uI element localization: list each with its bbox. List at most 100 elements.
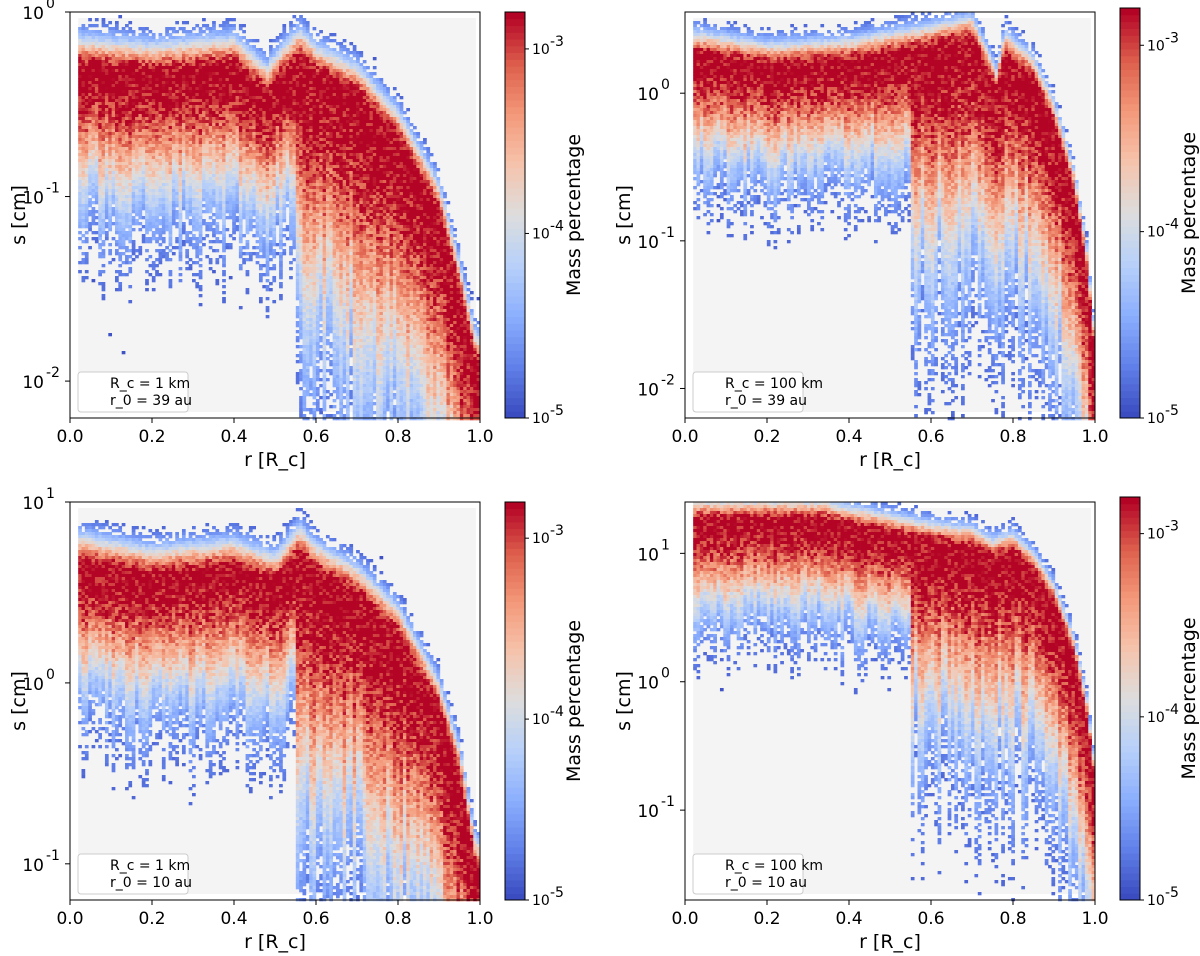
- heatmap-cell: [202, 144, 206, 148]
- heatmap-cell: [228, 99, 233, 103]
- heatmap-cell: [238, 138, 243, 142]
- heatmap-cell: [232, 201, 236, 205]
- heatmap-cell: [265, 159, 270, 163]
- heatmap-cell: [181, 162, 186, 166]
- heatmap-cell: [195, 174, 200, 178]
- heatmap-cell: [299, 129, 303, 133]
- heatmap-cell: [289, 129, 293, 133]
- heatmap-cell: [125, 123, 129, 127]
- heatmap-cell: [168, 153, 173, 157]
- heatmap-cell: [255, 117, 260, 121]
- heatmap-cell: [118, 198, 123, 202]
- heatmap-cell: [218, 105, 223, 109]
- heatmap-cell: [131, 171, 136, 175]
- heatmap-cell: [101, 162, 106, 166]
- heatmap-cell: [248, 213, 253, 217]
- heatmap-cell: [302, 129, 307, 133]
- heatmap-cell: [104, 129, 109, 133]
- heatmap-cell: [218, 123, 223, 127]
- heatmap-cell: [205, 33, 210, 37]
- heatmap-cell: [178, 252, 183, 256]
- heatmap-cell: [171, 132, 176, 136]
- heatmap-cell: [205, 45, 210, 49]
- heatmap-cell: [215, 51, 220, 55]
- heatmap-cell: [155, 114, 159, 118]
- heatmap-cell: [94, 18, 99, 22]
- heatmap-cell: [141, 204, 146, 208]
- heatmap-cell: [84, 198, 89, 202]
- heatmap-cell: [78, 168, 82, 172]
- heatmap-cell: [81, 48, 86, 52]
- heatmap-cell: [135, 165, 139, 169]
- heatmap-cell: [161, 138, 166, 142]
- heatmap-cell: [111, 123, 116, 127]
- heatmap-cell: [114, 123, 119, 127]
- heatmap-cell: [135, 99, 139, 103]
- heatmap-cell: [148, 42, 153, 46]
- heatmap-cell: [232, 213, 236, 217]
- heatmap-cell: [302, 93, 307, 97]
- heatmap-cell: [125, 144, 129, 148]
- heatmap-cell: [295, 330, 300, 334]
- heatmap-cell: [245, 42, 250, 46]
- heatmap-cell: [279, 228, 283, 232]
- heatmap-cell: [205, 255, 210, 259]
- heatmap-cell: [299, 135, 303, 139]
- heatmap-cell: [88, 78, 92, 82]
- heatmap-cell: [135, 60, 139, 64]
- heatmap-cell: [161, 228, 166, 232]
- heatmap-cell: [101, 243, 106, 247]
- heatmap-cell: [185, 48, 190, 52]
- heatmap-cell: [121, 138, 126, 142]
- heatmap-cell: [151, 48, 156, 52]
- heatmap-cell: [114, 96, 119, 100]
- heatmap-cell: [118, 126, 123, 130]
- heatmap-cell: [195, 60, 200, 64]
- heatmap-cell: [245, 171, 250, 175]
- heatmap-cell: [269, 57, 273, 61]
- heatmap-cell: [84, 168, 89, 172]
- heatmap-cell: [108, 198, 113, 202]
- heatmap-cell: [258, 165, 263, 169]
- heatmap-cell: [279, 171, 283, 175]
- heatmap-cell: [158, 249, 163, 253]
- heatmap-cell: [275, 129, 280, 133]
- heatmap-cell: [165, 171, 169, 175]
- heatmap-cell: [235, 129, 240, 133]
- heatmap-cell: [128, 111, 133, 115]
- heatmap-cell: [282, 108, 287, 112]
- heatmap-cell: [208, 225, 213, 229]
- heatmap-cell: [285, 177, 290, 181]
- heatmap-cell: [269, 288, 273, 292]
- heatmap-cell: [131, 195, 136, 199]
- heatmap-cell: [265, 87, 270, 91]
- heatmap-cell: [121, 156, 126, 160]
- heatmap-cell: [131, 36, 136, 40]
- heatmap-cell: [125, 231, 129, 235]
- heatmap-cell: [292, 96, 297, 100]
- heatmap-cell: [222, 186, 226, 190]
- heatmap-cell: [188, 159, 193, 163]
- heatmap-cell: [235, 108, 240, 112]
- heatmap-cell: [258, 234, 263, 238]
- heatmap-cell: [168, 249, 173, 253]
- heatmap-cell: [245, 93, 250, 97]
- heatmap-cell: [118, 78, 123, 82]
- heatmap-cell: [185, 123, 190, 127]
- heatmap-cell: [195, 24, 200, 28]
- heatmap-cell: [98, 84, 102, 88]
- heatmap-cell: [118, 153, 123, 157]
- heatmap-cell: [181, 159, 186, 163]
- heatmap-cell: [135, 174, 139, 178]
- heatmap-cell: [228, 45, 233, 49]
- heatmap-cell: [81, 87, 86, 91]
- heatmap-cell: [108, 123, 113, 127]
- heatmap-cell: [258, 177, 263, 181]
- heatmap-cell: [255, 153, 260, 157]
- heatmap-cell: [161, 204, 166, 208]
- heatmap-cell: [262, 246, 267, 250]
- heatmap-cell: [84, 39, 89, 43]
- heatmap-cell: [125, 141, 129, 145]
- heatmap-cell: [192, 129, 196, 133]
- heatmap-cell: [215, 63, 220, 67]
